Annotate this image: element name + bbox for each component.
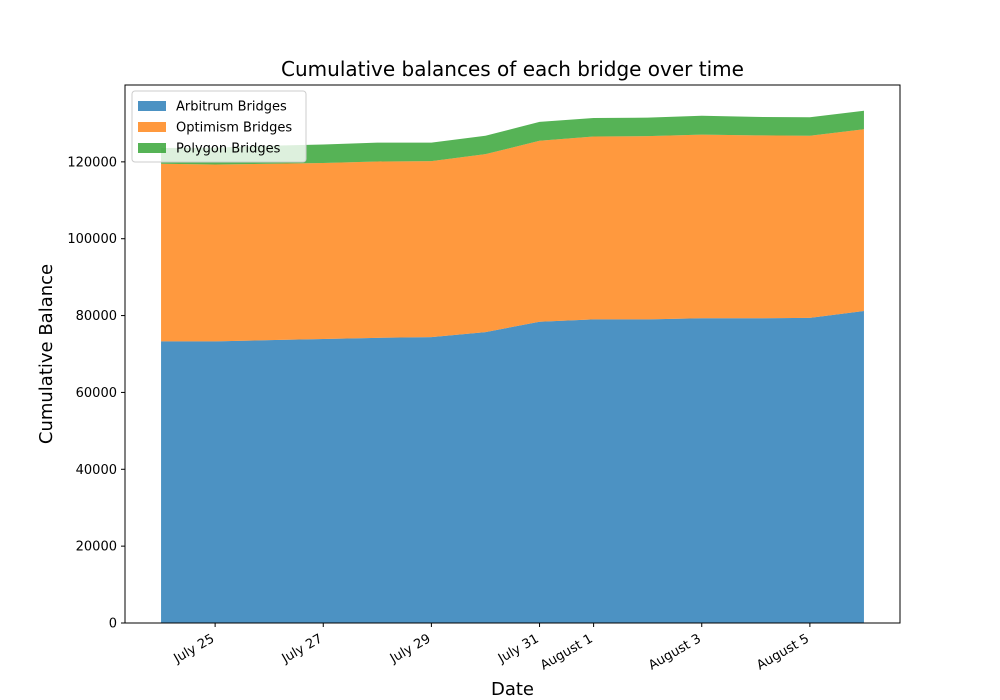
x-tick-label: August 5: [754, 631, 812, 673]
legend-box: [131, 90, 307, 163]
y-tick-label: 20000: [76, 540, 117, 555]
chart-title: Cumulative balances of each bridge over …: [281, 57, 744, 81]
areas-layer: [161, 110, 864, 623]
y-axis-label: Cumulative Balance: [36, 264, 57, 444]
legend-label: Optimism Bridges: [176, 121, 292, 136]
x-tick-label: July 25: [171, 631, 218, 667]
x-tick-label: July 31: [495, 631, 542, 667]
area-optimism-bridges: [161, 129, 864, 342]
y-tick-label: 80000: [76, 309, 117, 324]
x-tick-label: August 3: [646, 631, 704, 673]
y-tick-label: 100000: [67, 232, 117, 247]
legend-swatch: [138, 101, 166, 111]
legend-label: Polygon Bridges: [176, 142, 281, 157]
y-tick-label: 120000: [67, 155, 117, 170]
legend: Arbitrum Bridges Optimism Bridges Polygon …: [131, 90, 307, 163]
y-tick-label: 0: [109, 617, 117, 632]
area-polygon-bridges: [161, 110, 864, 165]
y-tick-label: 40000: [76, 463, 117, 478]
x-axis-label: Date: [491, 679, 534, 700]
y-axis: 0 20000 40000 60000 80000 100000 120000: [67, 155, 125, 632]
x-tick-label: July 29: [387, 631, 434, 667]
x-tick-label: August 1: [538, 631, 596, 673]
x-tick-label: July 27: [279, 631, 326, 667]
legend-swatch: [138, 122, 166, 132]
legend-swatch: [138, 143, 166, 153]
plot-frame: [124, 84, 901, 624]
legend-label: Arbitrum Bridges: [176, 100, 287, 115]
y-tick-label: 60000: [76, 386, 117, 401]
area-arbitrum-bridges: [161, 310, 864, 623]
